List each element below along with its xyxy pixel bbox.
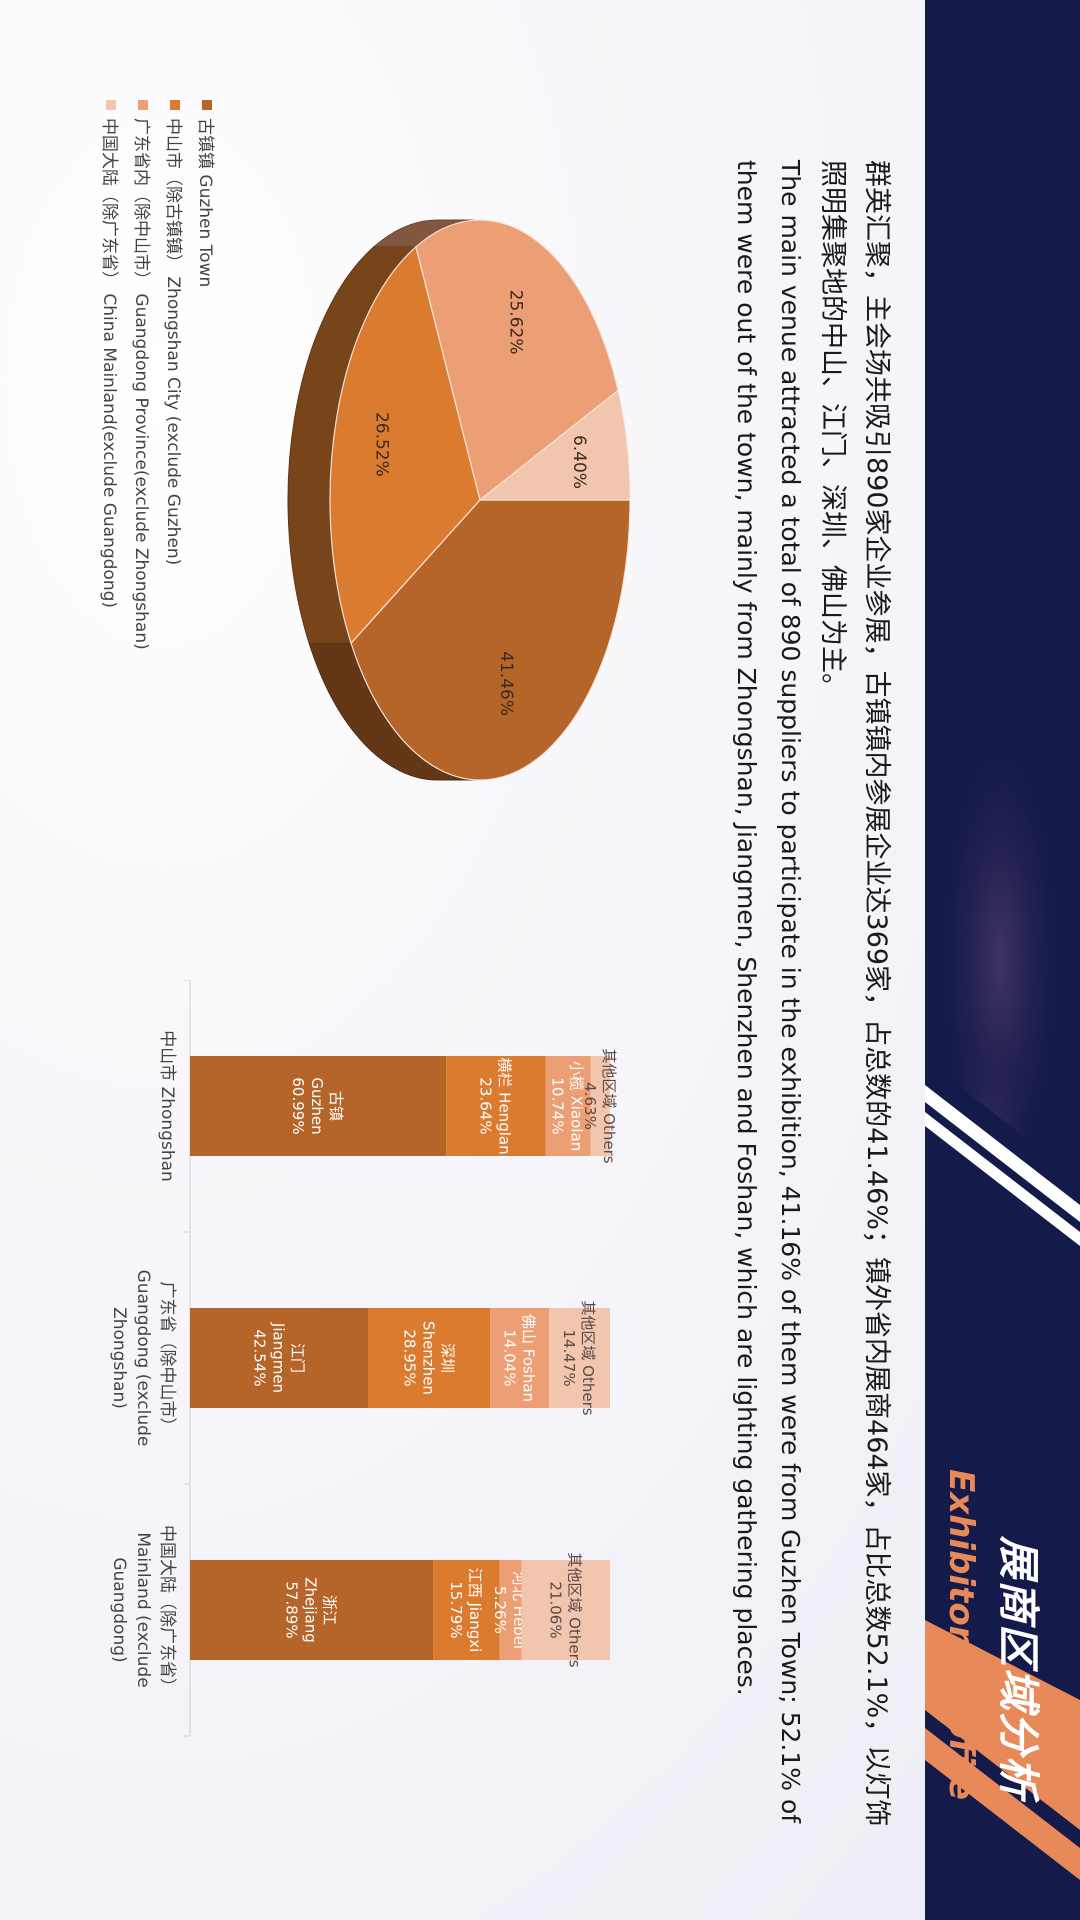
bar-segment xyxy=(590,1056,610,1156)
bar-segment-label: 浙江 xyxy=(321,1595,339,1625)
bar-segment-label: 深圳 xyxy=(438,1343,456,1373)
legend-swatch xyxy=(138,100,149,110)
category-label: Guangdong (exclude xyxy=(133,1270,153,1447)
category-label: Guangdong) xyxy=(109,1557,129,1662)
pie-slice xyxy=(350,499,631,781)
bar-segment xyxy=(521,1560,610,1660)
bar-segment-label: 江西 Jiangxi xyxy=(466,1568,484,1653)
pie-slice xyxy=(478,389,631,501)
bar-segment-label: Jiangmen xyxy=(269,1322,287,1393)
category-label: 广东省（除中山市） xyxy=(157,1282,177,1435)
bar-segment xyxy=(549,1308,610,1408)
bar-segment-label: 其他区域 Others xyxy=(565,1552,583,1667)
bar-segment-label: 42.54% xyxy=(250,1329,268,1386)
bar-segment-label: 28.95% xyxy=(400,1329,418,1386)
bar-segment-label: Zhejiang xyxy=(302,1577,320,1643)
header-banner xyxy=(925,0,1080,1920)
bar-segment-label: 其他区域 Others xyxy=(600,1048,618,1163)
legend-item-mainland: 中国大陆（除广东省） China Mainland(exclude Guangd… xyxy=(99,100,124,650)
bar-segment xyxy=(433,1560,500,1660)
category-label: 中山市 Zhongshan xyxy=(157,1030,177,1182)
bar-segment-label: 古镇 xyxy=(327,1091,345,1121)
bar-segment-label: 23.64% xyxy=(476,1077,494,1134)
bar-segment xyxy=(545,1056,591,1156)
legend-label: 中国大陆（除广东省） China Mainland(exclude Guangd… xyxy=(99,118,119,609)
title-en: Exhibitors Profile xyxy=(941,1469,981,1800)
bar-segment-label: 横栏 Henglan xyxy=(495,1057,513,1154)
legend-swatch xyxy=(106,100,117,110)
bar-segment-label: 21.06% xyxy=(546,1581,564,1638)
bar-segment xyxy=(190,1308,369,1408)
bar-segment-label: 其他区域 Others xyxy=(579,1300,597,1415)
bar-segment-label: Shenzhen xyxy=(419,1321,437,1395)
bar-segment-label: 10.74% xyxy=(549,1077,567,1134)
description-cn: 群英汇聚，主会场共吸引890家企业参展，古镇镇内参展企业达369家，占总数的41… xyxy=(817,160,892,1827)
bar-segment xyxy=(190,1560,434,1660)
pie-slice-label: 25.62% xyxy=(505,290,525,355)
legend-label: 古镇镇 Guzhen Town xyxy=(195,118,215,288)
description-en: The main venue attracted a total of 890 … xyxy=(732,160,805,1824)
pie-slice-label: 6.40% xyxy=(569,435,589,489)
bar-segment-label: Guzhen xyxy=(308,1077,326,1134)
legend-swatch xyxy=(170,100,181,110)
category-label: 中国大陆（除广东省） xyxy=(157,1525,177,1695)
legend-item-zhongshan: 中山市（除古镇镇） Zhongshan City (exclude Guzhen… xyxy=(163,100,188,650)
bar-segment-label: 5.26% xyxy=(491,1586,509,1634)
legend-item-guzhen: 古镇镇 Guzhen Town xyxy=(195,100,220,650)
bar-segment-label: 14.04% xyxy=(500,1329,518,1386)
title-cn: 展商区域分析 xyxy=(994,1535,1043,1800)
bar-segment xyxy=(368,1308,491,1408)
pie-slice xyxy=(329,245,481,645)
category-label: Mainland (exclude xyxy=(133,1532,153,1687)
bar-segment-label: 江门 xyxy=(288,1343,306,1373)
legend-label: 中山市（除古镇镇） Zhongshan City (exclude Guzhen… xyxy=(163,118,183,566)
bar-segment-label: 60.99% xyxy=(289,1077,307,1134)
pie-slice-label: 26.52% xyxy=(371,412,391,477)
legend-swatch xyxy=(202,100,213,110)
bar-segment-label: 佛山 Foshan xyxy=(519,1314,537,1402)
bar-segment xyxy=(490,1308,550,1408)
bar-segment-label: 57.89% xyxy=(283,1581,301,1638)
banner-title-group: 展商区域分析 Exhibitors Profile xyxy=(941,1469,1052,1800)
bar-segment xyxy=(190,1056,447,1156)
bar-segment xyxy=(499,1560,522,1660)
bar-segment-label: 小榄 Xiaolan xyxy=(568,1061,586,1151)
bar-segment-label: 15.79% xyxy=(447,1581,465,1638)
bar-segment-label: 14.47% xyxy=(560,1329,578,1386)
pie-legend: 古镇镇 Guzhen Town 中山市（除古镇镇） Zhongshan City… xyxy=(92,100,220,650)
legend-label: 广东省内（除中山市） Guangdong Province(exclude Zh… xyxy=(131,118,151,650)
bar-segment-label: 4.63% xyxy=(581,1082,599,1130)
category-label: Zhongshan) xyxy=(109,1307,129,1409)
pie-chart: 41.46% 26.52% 25.62% 6.40% xyxy=(287,219,631,781)
pie-slice-label: 41.46% xyxy=(496,651,516,716)
bar-segment xyxy=(446,1056,546,1156)
legend-item-guangdong: 广东省内（除中山市） Guangdong Province(exclude Zh… xyxy=(131,100,156,650)
